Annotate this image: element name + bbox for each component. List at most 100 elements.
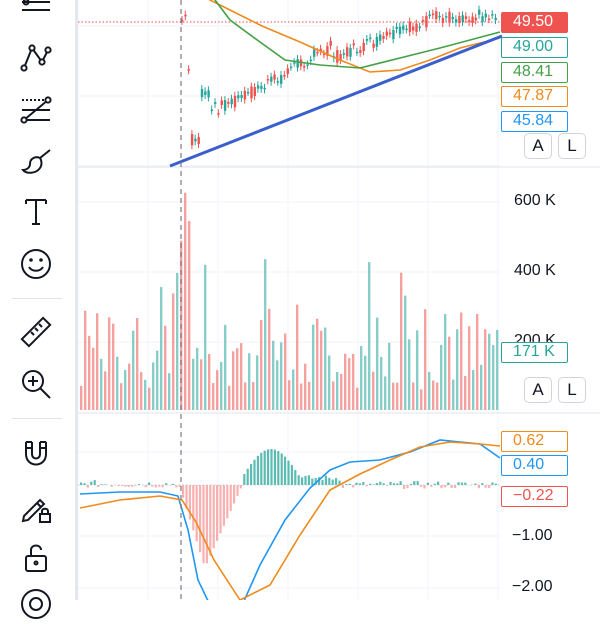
- macd-histogram-bar: [335, 478, 337, 485]
- macd-histogram-bar: [213, 485, 215, 548]
- candle-body: [429, 15, 431, 16]
- candle-body: [389, 33, 391, 35]
- volume-bar: [160, 287, 162, 410]
- macd-histogram-bar: [192, 485, 194, 530]
- candle-body: [306, 64, 308, 66]
- macd-histogram-bar: [226, 485, 228, 518]
- volume-bar: [448, 337, 450, 410]
- toolbar-divider: [12, 418, 62, 419]
- volume-axis-label: 400 K: [514, 262, 556, 280]
- price-tag-ma3: 47.87: [501, 86, 568, 107]
- macd-histogram-bar: [406, 485, 408, 488]
- macd-histogram-bar: [457, 482, 459, 485]
- macd-histogram-bar: [485, 485, 487, 488]
- candle-body: [244, 91, 246, 100]
- candle-body: [488, 19, 490, 21]
- candle-body: [458, 16, 460, 23]
- volume-bar: [188, 221, 190, 410]
- macd-histogram-bar: [216, 485, 218, 541]
- macd-histogram-bar: [247, 469, 249, 485]
- volume-bar: [388, 343, 390, 410]
- trendline: [170, 36, 502, 166]
- candle-body: [270, 77, 272, 82]
- candle-body: [330, 41, 332, 46]
- candle-body: [240, 95, 242, 98]
- ruler-icon[interactable]: [14, 312, 58, 352]
- emoji-icon[interactable]: [14, 244, 58, 284]
- macd-histogram-bar: [87, 485, 89, 488]
- volume-bar: [376, 318, 378, 410]
- macd-histogram-bar: [264, 451, 266, 485]
- pattern-tools-icon[interactable]: [14, 38, 58, 78]
- trend-line-tools-icon[interactable]: [14, 0, 58, 32]
- macd-histogram-bar: [145, 485, 147, 487]
- candle-body: [287, 68, 289, 74]
- candle-body: [349, 48, 351, 57]
- candle-body: [379, 35, 381, 41]
- price-auto-scale-button[interactable]: A: [524, 133, 552, 159]
- macd-histogram-tag: −0.22: [501, 486, 568, 507]
- candle-body: [415, 24, 417, 32]
- fib-tools-icon[interactable]: [14, 90, 58, 130]
- candle-body: [257, 85, 259, 88]
- zoom-in-icon[interactable]: [14, 364, 58, 404]
- macd-histogram-bar: [202, 485, 204, 563]
- volume-bar: [460, 313, 462, 410]
- candle-body: [194, 139, 196, 142]
- macd-histogram-bar: [250, 464, 252, 485]
- volume-bar: [356, 388, 358, 410]
- macd-histogram-bar: [274, 450, 276, 485]
- macd-histogram-bar: [80, 483, 82, 485]
- volume-log-scale-button[interactable]: L: [558, 377, 586, 403]
- candle-body: [445, 16, 447, 18]
- price-log-scale-button[interactable]: L: [558, 133, 586, 159]
- macd-histogram-bar: [420, 485, 422, 487]
- price-tag-ma2: 48.41: [501, 62, 568, 83]
- volume-bar: [316, 319, 318, 410]
- candle-body: [455, 19, 457, 22]
- macd-histogram-bar: [352, 485, 354, 487]
- volume-bar: [428, 372, 430, 410]
- candle-body: [491, 14, 493, 16]
- lock-drawing-icon[interactable]: [14, 488, 58, 528]
- macd-histogram-bar: [488, 485, 490, 488]
- macd-histogram-bar: [376, 483, 378, 485]
- drawing-toolbar: [0, 0, 75, 600]
- volume-bar: [176, 273, 178, 410]
- candle-body: [435, 11, 437, 19]
- macd-histogram-bar: [491, 482, 493, 485]
- candle-body: [211, 110, 213, 112]
- macd-histogram-bar: [162, 485, 164, 487]
- unlock-icon[interactable]: [14, 538, 58, 578]
- macd-histogram-bar: [287, 461, 289, 485]
- volume-bar: [212, 383, 214, 410]
- volume-bar: [408, 339, 410, 410]
- visibility-icon[interactable]: [14, 584, 58, 624]
- macd-histogram-bar: [260, 453, 262, 485]
- volume-bar: [144, 380, 146, 410]
- volume-bar: [276, 360, 278, 410]
- volume-bar: [372, 372, 374, 410]
- candle-body: [346, 47, 348, 56]
- text-tool-icon[interactable]: [14, 192, 58, 232]
- volume-bar: [352, 354, 354, 410]
- candle-body: [234, 96, 236, 107]
- candle-body: [363, 43, 365, 51]
- macd-histogram-bar: [311, 479, 313, 485]
- volume-bar: [300, 383, 302, 410]
- volume-bar: [412, 382, 414, 410]
- volume-bar: [248, 353, 250, 410]
- volume-auto-scale-button[interactable]: A: [524, 377, 552, 403]
- magnet-icon[interactable]: [14, 434, 58, 474]
- candle-body: [316, 52, 318, 54]
- volume-bar: [168, 373, 170, 410]
- volume-bar: [436, 383, 438, 410]
- brush-icon[interactable]: [14, 142, 58, 182]
- volume-bar: [324, 327, 326, 410]
- volume-bar: [240, 343, 242, 410]
- macd-histogram-bar: [230, 485, 232, 511]
- macd-histogram-bar: [104, 484, 106, 485]
- volume-bar: [392, 383, 394, 410]
- candle-body: [297, 59, 299, 68]
- volume-bar: [152, 362, 154, 410]
